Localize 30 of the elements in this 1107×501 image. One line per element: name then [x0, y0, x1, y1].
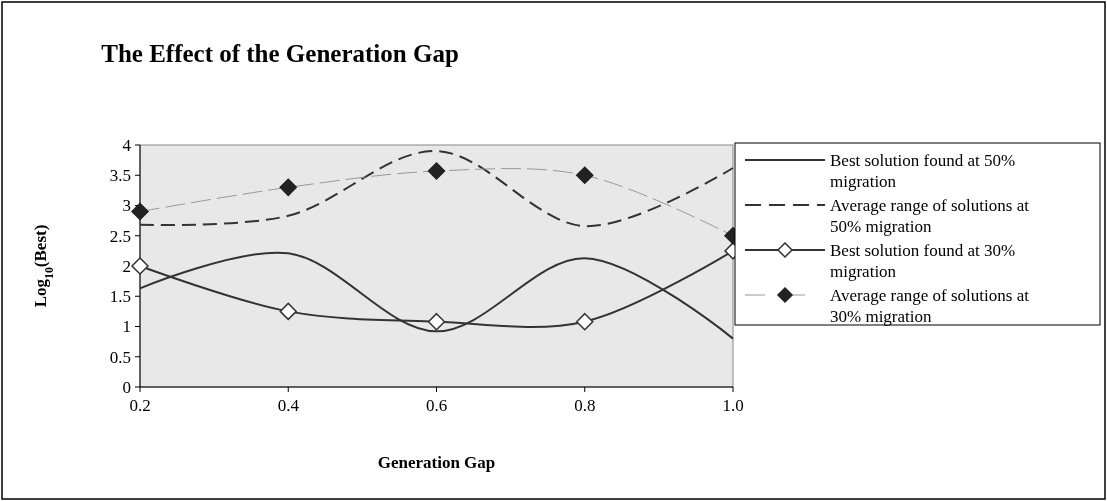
y-tick-label: 0.5: [109, 347, 131, 367]
point: [576, 166, 594, 184]
chart-title: The Effect of the Generation Gap: [101, 40, 459, 67]
y-tick-label: 3: [122, 196, 131, 216]
x-tick-label: 0.2: [129, 396, 151, 415]
point: [279, 178, 297, 197]
y-tick-label: 2.5: [109, 226, 131, 246]
x-tick-label: 1.0: [722, 396, 744, 415]
y-tick-label: 4: [122, 135, 132, 155]
x-axis-title: Generation Gap: [377, 453, 496, 472]
point: [427, 312, 446, 331]
line-series: [139, 251, 734, 340]
y-tick-label: 2: [122, 256, 131, 276]
point: [576, 312, 594, 331]
line-series: [139, 150, 734, 228]
legend-label: Best solution found at 50% migration: [830, 151, 1016, 191]
point: [427, 162, 446, 180]
x-tick-label: 0.8: [574, 396, 596, 415]
x-tick-label: 0.6: [425, 396, 448, 415]
y-tick-label: 0: [122, 377, 131, 397]
legend-label: Average range of solutions at 30% migration: [830, 286, 1030, 326]
y-tick-label: 1: [122, 317, 131, 337]
x-tick-label: 0.4: [277, 396, 300, 415]
y-tick-label: 3.5: [109, 166, 131, 186]
y-tick-label: 1.5: [109, 287, 131, 307]
point: [279, 302, 297, 321]
point: [131, 202, 149, 221]
point: [131, 257, 149, 275]
legend-label: Average range of solutions at 50% migration: [830, 196, 1030, 236]
legend-label: Best solution found at 30% migration: [830, 241, 1016, 281]
